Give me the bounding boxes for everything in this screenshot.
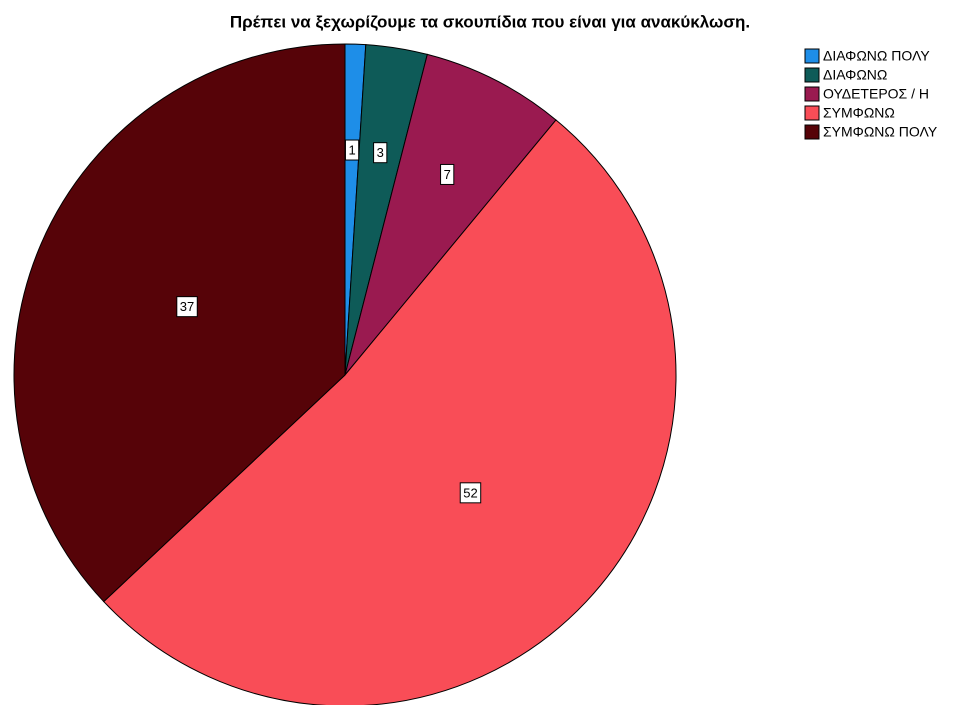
label-box xyxy=(344,139,360,161)
label-box xyxy=(440,163,455,185)
legend-label: ΣΥΜΦΩΝΩ ΠΟΛΥ xyxy=(823,124,938,140)
label-box xyxy=(459,482,482,504)
legend: ΔΙΑΦΩΝΩ ΠΟΛΥ ΔΙΑΦΩΝΩ ΟΥΔΕΤΕΡΟΣ / Η ΣΥΜΦΩΝΩ Σ… xyxy=(804,48,938,140)
legend-swatch xyxy=(804,67,820,83)
data-label: 37 xyxy=(180,299,194,314)
data-label: 3 xyxy=(377,145,384,160)
label-box xyxy=(176,296,198,318)
legend-label: ΔΙΑΦΩΝΩ xyxy=(823,67,887,83)
legend-swatch xyxy=(804,48,820,64)
data-label: 1 xyxy=(348,142,355,157)
legend-swatch xyxy=(804,105,820,121)
pie xyxy=(13,43,677,707)
data-label: 52 xyxy=(463,485,477,500)
label-box xyxy=(373,142,388,164)
data-label: 7 xyxy=(444,167,451,182)
legend-label: ΣΥΜΦΩΝΩ xyxy=(823,105,895,121)
chart-title: Πρέπει να ξεχωρίζουμε τα σκουπίδια που ε… xyxy=(230,12,750,31)
legend-label: ΟΥΔΕΤΕΡΟΣ / Η xyxy=(823,86,929,102)
pie-slice xyxy=(103,119,677,707)
legend-swatch xyxy=(804,124,820,140)
legend-swatch xyxy=(804,86,820,102)
pie-slice xyxy=(344,53,557,376)
pie-slice xyxy=(13,43,346,603)
legend-label: ΔΙΑΦΩΝΩ ΠΟΛΥ xyxy=(823,48,930,64)
